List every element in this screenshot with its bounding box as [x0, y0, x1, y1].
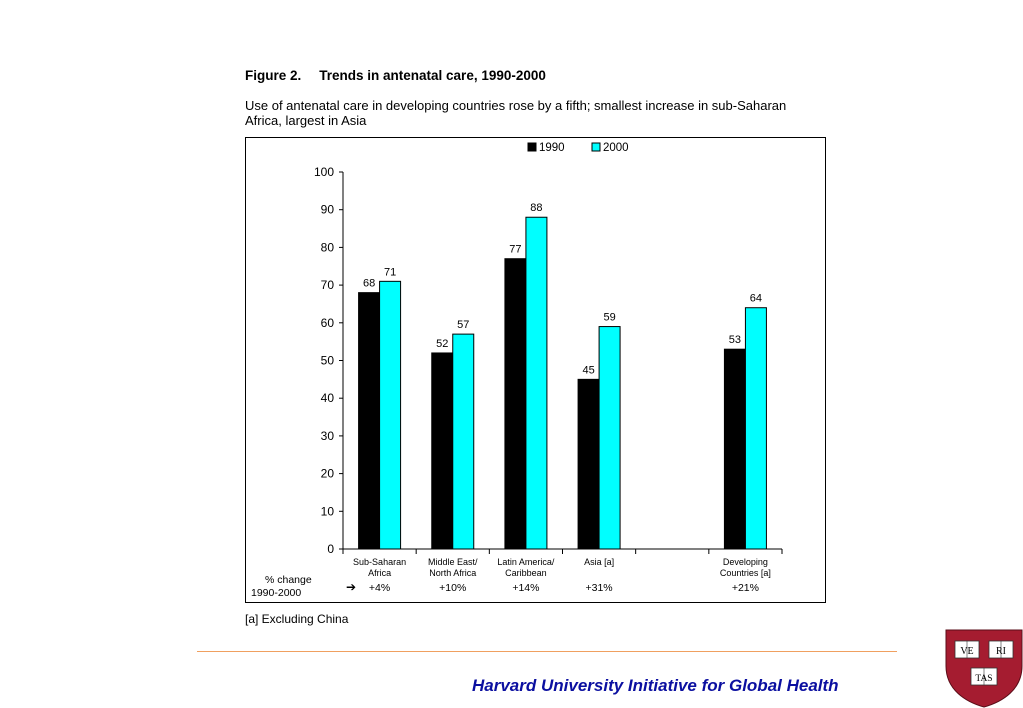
- bar-2000: [598, 326, 621, 550]
- y-tick-label: 70: [321, 278, 335, 292]
- y-tick-label: 20: [321, 467, 335, 481]
- svg-text:VE: VE: [960, 646, 973, 657]
- bar-2000: [452, 333, 475, 550]
- legend-label-1990: 1990: [539, 142, 565, 154]
- y-tick-label: 100: [314, 165, 334, 179]
- category-label: Latin America/: [497, 557, 555, 567]
- bar-1990: [723, 348, 746, 550]
- bar-2000: [744, 307, 767, 550]
- harvard-crest-logo: VE RI TAS: [945, 629, 1023, 708]
- data-label-2000: 64: [750, 293, 762, 305]
- category-label: Caribbean: [505, 568, 547, 578]
- crest-book-2: RI: [988, 640, 1014, 659]
- bar-1990: [358, 292, 381, 550]
- arrow-icon: ➔: [346, 580, 356, 594]
- category-label: Middle East/: [428, 557, 478, 567]
- legend-swatch-2000: [591, 142, 601, 152]
- svg-text:RI: RI: [996, 646, 1006, 657]
- bar-1990: [504, 258, 527, 550]
- footnote: [a] Excluding China: [245, 612, 349, 626]
- bar-1990: [431, 352, 454, 550]
- category-label: Africa: [368, 568, 391, 578]
- footer-divider: [197, 651, 897, 652]
- data-label-2000: 59: [603, 312, 615, 324]
- category-label: Developing: [723, 557, 768, 567]
- data-label-1990: 68: [363, 278, 375, 290]
- percent-change-value: +21%: [732, 582, 759, 594]
- data-label-1990: 52: [436, 338, 448, 350]
- percent-change-value: +14%: [512, 582, 539, 594]
- data-label-1990: 45: [582, 364, 594, 376]
- bar-chart: 0 10 20 30 40 50 60 70 80 90 100 68 71 Sub-SaharanAfr…: [251, 142, 783, 599]
- figure-title-text: Trends in antenatal care, 1990-2000: [319, 68, 546, 83]
- organization-name: Harvard University Initiative for Global…: [472, 676, 839, 695]
- data-label-2000: 57: [457, 319, 469, 331]
- chart-frame: 0 10 20 30 40 50 60 70 80 90 100 68 71 Sub-Saharan Afr…: [245, 137, 826, 603]
- data-label-2000: 71: [384, 266, 396, 278]
- data-label-1990: 53: [729, 334, 741, 346]
- legend-label-2000: 2000: [603, 142, 629, 154]
- legend-swatch-1990: [527, 142, 537, 152]
- y-tick-label: 90: [321, 203, 335, 217]
- category-label: Asia [a]: [584, 557, 614, 567]
- crest-book-1: VE: [954, 640, 980, 659]
- data-label-1990: 77: [509, 244, 521, 256]
- bar-1990: [577, 378, 600, 550]
- percent-change-value: +31%: [586, 582, 613, 594]
- y-tick-label: 80: [321, 240, 335, 254]
- y-tick-label: 10: [321, 504, 335, 518]
- category-label: Sub-Saharan: [353, 557, 406, 567]
- percent-change-label: % change: [265, 574, 312, 586]
- percent-change-period: 1990-2000: [251, 587, 301, 599]
- y-tick-label: 60: [321, 316, 335, 330]
- y-tick-label: 0: [327, 542, 334, 556]
- category-label: North Africa: [429, 568, 476, 578]
- figure-title: Figure 2. Trends in antenatal care, 1990-…: [245, 68, 546, 83]
- y-tick-label: 40: [321, 391, 335, 405]
- crest-book-3: TAS: [970, 667, 998, 686]
- percent-change-value: +4%: [369, 582, 390, 594]
- bar-2000: [525, 216, 548, 550]
- y-tick-label: 50: [321, 354, 335, 368]
- figure-number: Figure 2.: [245, 68, 302, 83]
- y-tick-label: 30: [321, 429, 335, 443]
- percent-change-value: +10%: [439, 582, 466, 594]
- category-label: Countries [a]: [720, 568, 771, 578]
- svg-text:TAS: TAS: [975, 674, 992, 684]
- data-label-2000: 88: [530, 202, 542, 214]
- figure-subtitle: Use of antenatal care in developing coun…: [245, 98, 787, 128]
- bar-2000: [379, 280, 402, 550]
